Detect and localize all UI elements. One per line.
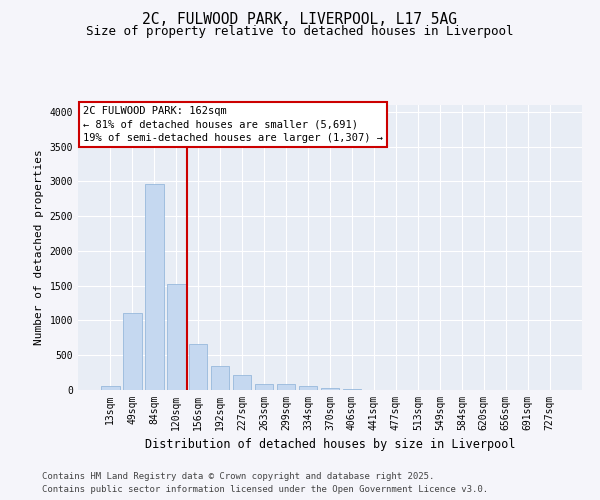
Bar bbox=[211, 366, 229, 390]
Bar bbox=[189, 344, 208, 390]
Bar bbox=[255, 384, 274, 390]
Text: 2C, FULWOOD PARK, LIVERPOOL, L17 5AG: 2C, FULWOOD PARK, LIVERPOOL, L17 5AG bbox=[143, 12, 458, 28]
Bar bbox=[167, 284, 185, 390]
Bar bbox=[343, 389, 361, 390]
Text: Contains HM Land Registry data © Crown copyright and database right 2025.: Contains HM Land Registry data © Crown c… bbox=[42, 472, 434, 481]
Text: 2C FULWOOD PARK: 162sqm
← 81% of detached houses are smaller (5,691)
19% of semi: 2C FULWOOD PARK: 162sqm ← 81% of detache… bbox=[83, 106, 383, 143]
X-axis label: Distribution of detached houses by size in Liverpool: Distribution of detached houses by size … bbox=[145, 438, 515, 452]
Bar bbox=[123, 313, 142, 390]
Text: Contains public sector information licensed under the Open Government Licence v3: Contains public sector information licen… bbox=[42, 485, 488, 494]
Bar bbox=[320, 388, 340, 390]
Bar bbox=[299, 386, 317, 390]
Bar bbox=[233, 375, 251, 390]
Bar bbox=[145, 184, 164, 390]
Text: Size of property relative to detached houses in Liverpool: Size of property relative to detached ho… bbox=[86, 25, 514, 38]
Bar bbox=[277, 384, 295, 390]
Y-axis label: Number of detached properties: Number of detached properties bbox=[34, 150, 44, 346]
Bar bbox=[101, 386, 119, 390]
